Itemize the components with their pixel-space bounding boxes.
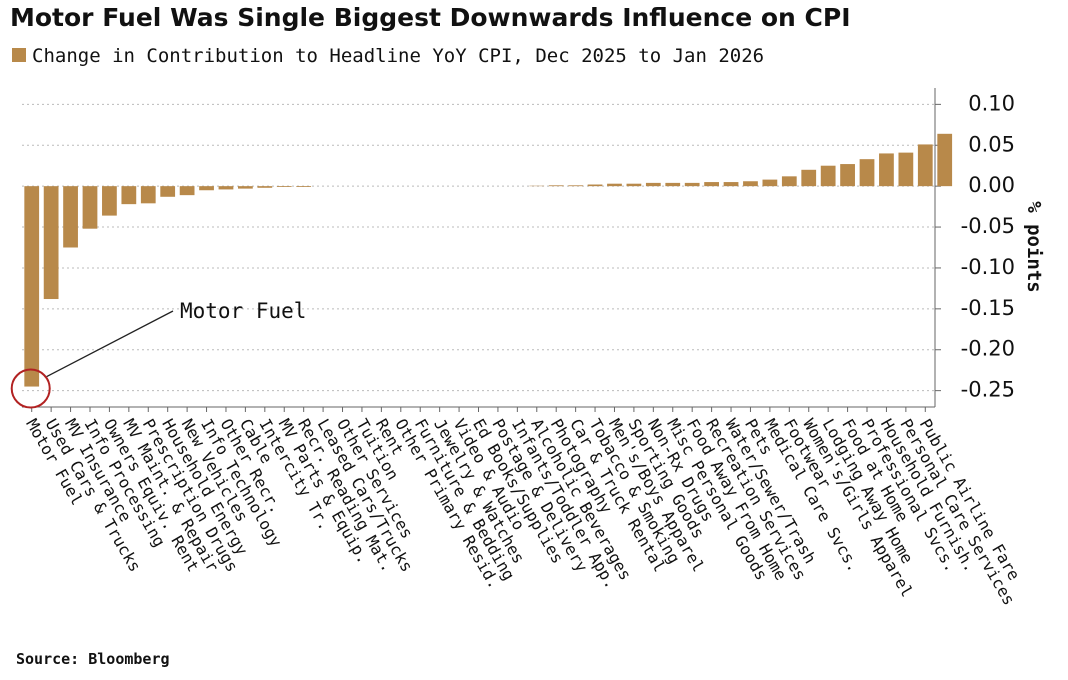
bar: [801, 169, 817, 187]
annotation-circle: [10, 368, 51, 409]
y-tick-label: -0.20: [961, 337, 1015, 361]
y-tick-label: -0.15: [961, 296, 1015, 320]
bar: [276, 186, 292, 187]
bar: [859, 159, 875, 187]
annotation-line: [46, 310, 174, 378]
y-axis-title: % points: [1023, 201, 1045, 293]
bar: [937, 133, 953, 187]
bar: [781, 176, 797, 187]
bar: [743, 181, 758, 187]
annotation: Motor Fuel: [180, 299, 306, 323]
bar: [24, 186, 40, 387]
y-tick-label: -0.05: [961, 214, 1015, 238]
bar: [218, 186, 234, 190]
bar: [840, 164, 855, 187]
bar: [179, 186, 195, 196]
bar: [43, 186, 59, 300]
bar: [704, 182, 719, 187]
bar: [820, 165, 836, 187]
bar: [645, 182, 661, 187]
source: Source: Bloomberg: [16, 650, 170, 668]
bar: [160, 186, 176, 197]
bar: [684, 182, 700, 187]
bar: [898, 152, 914, 187]
bar: [879, 153, 894, 187]
bar: [587, 184, 603, 187]
bar: [238, 186, 253, 189]
bar: [140, 186, 156, 204]
bar: [568, 185, 584, 187]
bar: [121, 186, 137, 205]
bar: [102, 186, 117, 216]
chart-title: Motor Fuel Was Single Biggest Downwards …: [10, 3, 851, 32]
chart-subtitle: Change in Contribution to Headline YoY C…: [32, 45, 764, 67]
bar: [199, 186, 214, 191]
y-tick-label: -0.25: [961, 378, 1015, 402]
bar: [63, 186, 78, 248]
bar: [607, 183, 622, 187]
y-tick-label: 0.10: [968, 91, 1015, 115]
bar: [548, 185, 564, 187]
y-tick-label: 0.00: [968, 173, 1015, 197]
bar: [626, 183, 642, 187]
bar: [257, 186, 273, 188]
legend-swatch: [12, 48, 26, 62]
bar: [296, 186, 312, 187]
bar: [723, 182, 739, 187]
bar: [665, 182, 681, 187]
bar: [82, 186, 98, 229]
y-tick-label: 0.05: [968, 132, 1015, 156]
y-tick-label: -0.10: [961, 255, 1015, 279]
bar: [917, 144, 933, 187]
bar: [762, 179, 778, 187]
